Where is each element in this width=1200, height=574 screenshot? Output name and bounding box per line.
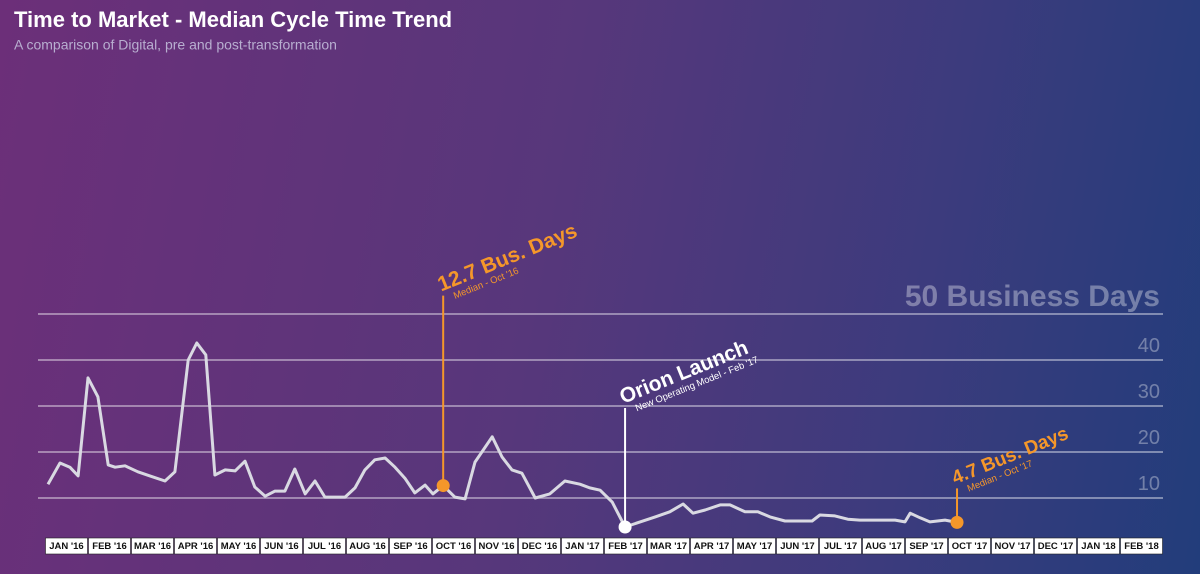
month-box [174, 537, 217, 555]
y-tick-label: 50 Business Days [905, 280, 1160, 313]
annotation-text: 4.7 Bus. Days [949, 423, 1071, 489]
month-box [905, 537, 948, 555]
month-box [217, 537, 260, 555]
month-box [1077, 537, 1120, 555]
month-box [260, 537, 303, 555]
x-tick-label: JAN '17 [565, 541, 599, 552]
y-tick-label: 30 [1138, 381, 1160, 403]
annotation-marker [950, 515, 964, 529]
x-tick-label: SEP '16 [393, 541, 427, 552]
x-tick-label: FEB '17 [608, 541, 642, 552]
month-box [647, 537, 690, 555]
month-box [733, 537, 776, 555]
x-tick-label: OCT '17 [952, 541, 988, 552]
x-tick-label: MAR '17 [650, 541, 687, 552]
month-box [819, 537, 862, 555]
x-tick-label: FEB '16 [92, 541, 126, 552]
y-tick-label: 40 [1138, 335, 1160, 357]
month-box [690, 537, 733, 555]
month-box [776, 537, 819, 555]
x-tick-label: MAR '16 [134, 541, 171, 552]
y-tick-label: 10 [1138, 473, 1160, 495]
month-box [1120, 537, 1163, 555]
month-box [991, 537, 1034, 555]
month-box [303, 537, 346, 555]
x-tick-label: MAY '16 [221, 541, 257, 552]
x-tick-label: JUN '17 [780, 541, 814, 552]
trend-line [46, 341, 958, 529]
x-tick-label: MAY '17 [737, 541, 773, 552]
annotation-text: 12.7 Bus. Days [434, 219, 580, 296]
x-tick-label: DEC '16 [522, 541, 558, 552]
y-tick-label: 20 [1138, 427, 1160, 449]
month-box [561, 537, 604, 555]
x-tick-label: SEP '17 [909, 541, 943, 552]
x-tick-label: JUL '17 [824, 541, 857, 552]
x-tick-label: DEC '17 [1038, 541, 1074, 552]
month-box [1034, 537, 1077, 555]
annotation-marker [618, 520, 632, 534]
annotation-marker [436, 479, 450, 493]
x-tick-label: JAN '16 [49, 541, 83, 552]
x-tick-label: NOV '17 [994, 541, 1030, 552]
x-tick-label: APR '17 [694, 541, 730, 552]
month-box [346, 537, 389, 555]
month-box [45, 537, 88, 555]
x-tick-label: JUN '16 [264, 541, 298, 552]
x-tick-label: AUG '16 [349, 541, 386, 552]
x-tick-label: AUG '17 [865, 541, 902, 552]
month-box [948, 537, 991, 555]
chart-subtitle: A comparison of Digital, pre and post-tr… [14, 37, 337, 53]
x-tick-label: JAN '18 [1081, 541, 1115, 552]
chart-title: Time to Market - Median Cycle Time Trend [14, 7, 452, 32]
x-tick-label: OCT '16 [436, 541, 472, 552]
month-box [389, 537, 432, 555]
month-box [518, 537, 561, 555]
x-tick-label: JUL '16 [308, 541, 341, 552]
month-box [88, 537, 131, 555]
x-tick-label: APR '16 [178, 541, 214, 552]
month-box [131, 537, 174, 555]
month-box [432, 537, 475, 555]
month-box [604, 537, 647, 555]
x-tick-label: FEB '18 [1124, 541, 1158, 552]
month-box [862, 537, 905, 555]
month-box [475, 537, 518, 555]
x-tick-label: NOV '16 [478, 541, 514, 552]
